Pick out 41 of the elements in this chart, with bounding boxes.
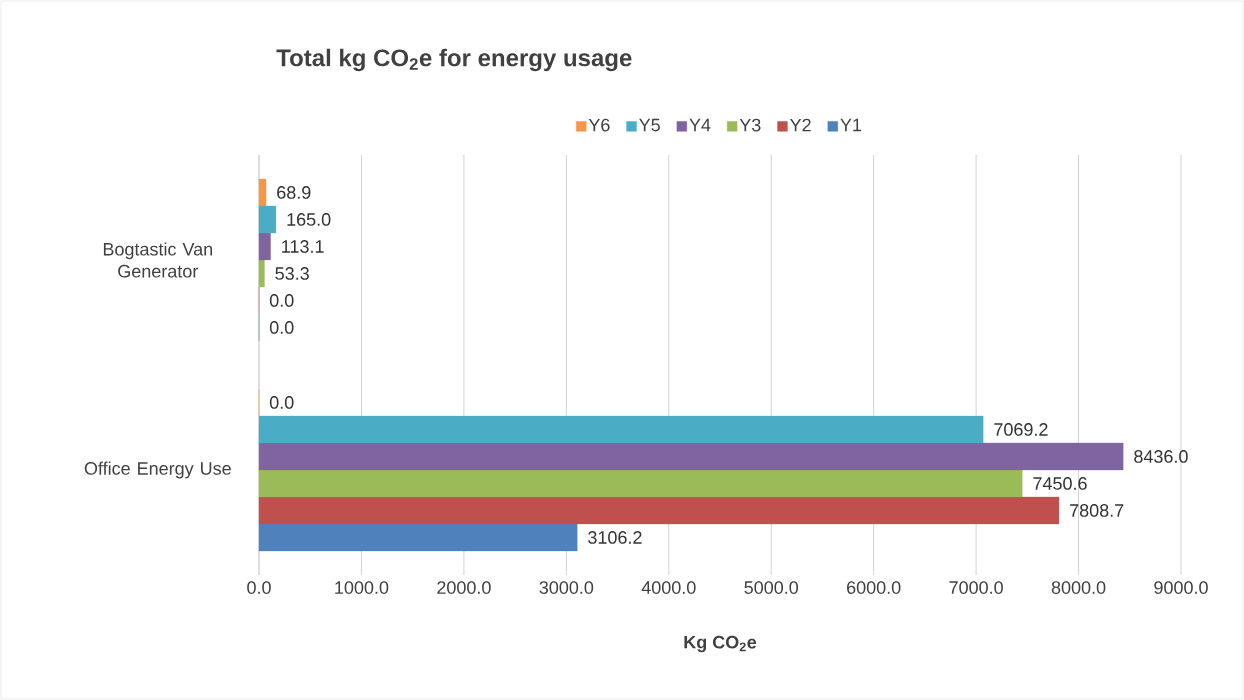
data-label: 165.0 [287,213,331,226]
bar [258,469,1023,498]
bar [258,496,1060,525]
y-tick-label: Bogtastic Van Generator [103,242,213,278]
x-tick-label: 3000.0 [539,581,594,594]
data-label: 0.0 [269,294,294,307]
x-tick-label: 0.0 [247,581,271,594]
x-tick-label: 7000.0 [949,581,1003,594]
chart-title: Total kg CO$_{2}$e for energy usage [276,48,632,72]
data-label: 3106.2 [588,531,642,544]
data-label: 7808.7 [1070,504,1124,517]
data-label: 0.0 [269,321,294,334]
x-axis-title: Kg CO$_{2}$e [684,635,757,653]
bar [258,415,984,444]
y-tick-label: Office Energy Use [84,461,231,479]
data-label: 68.9 [277,186,311,199]
x-tick-label: 4000.0 [641,581,696,594]
data-label: 113.1 [282,240,324,253]
legend-label: Y2 [790,118,811,132]
legend-label: Y3 [739,118,761,132]
legend-label: Y1 [840,118,862,132]
bar [258,232,271,261]
bar [258,259,265,288]
x-tick-label: 9000.0 [1154,581,1208,594]
x-tick-label: 5000.0 [744,581,799,594]
data-label: 7450.6 [1033,477,1087,490]
data-label: 7069.2 [994,423,1048,436]
x-tick-label: 8000.0 [1051,581,1106,594]
x-tick-label: 2000.0 [437,581,491,594]
legend-label: Y5 [639,118,660,132]
bar [258,205,277,234]
legend-label: Y6 [588,118,610,132]
legend-label: Y4 [689,118,711,132]
x-tick-label: 6000.0 [847,581,901,594]
data-label: 53.3 [275,267,309,280]
data-label: 8436.0 [1134,450,1188,463]
data-label: 0.0 [269,396,294,409]
bar [258,178,267,207]
x-tick-label: 1000.0 [335,581,389,594]
bar [258,523,578,552]
bar [258,442,1124,471]
